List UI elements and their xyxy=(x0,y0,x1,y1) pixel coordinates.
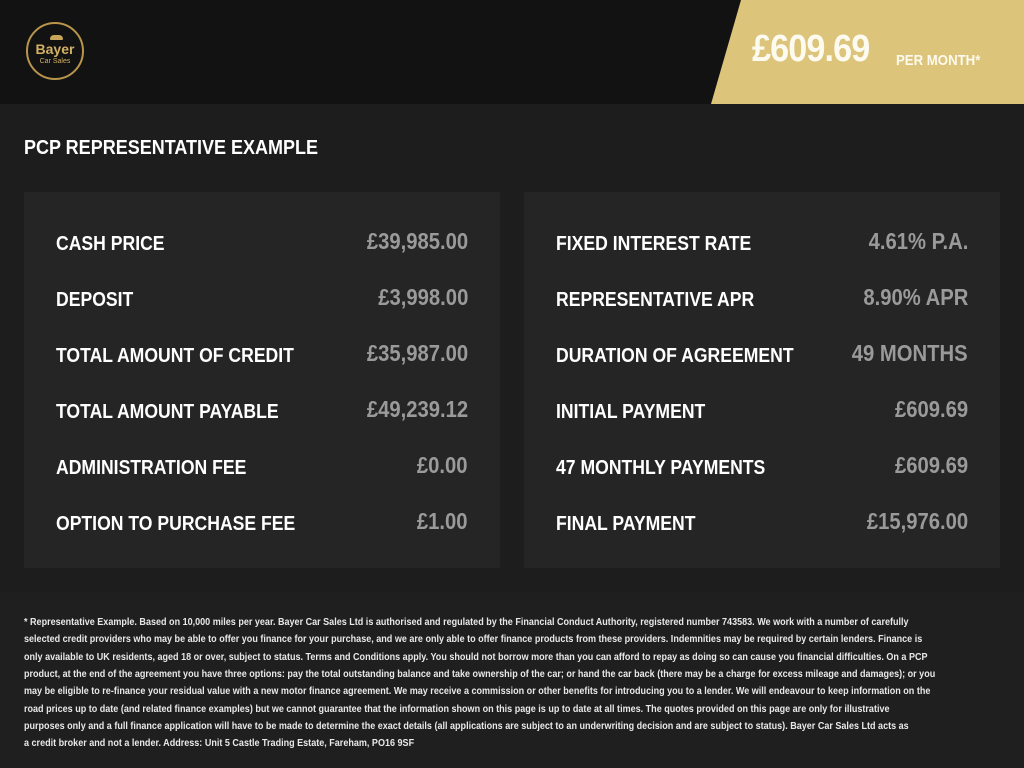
row-label: FIXED INTEREST RATE xyxy=(556,233,752,255)
finance-row: OPTION TO PURCHASE FEE £1.00 xyxy=(56,508,468,543)
finance-row: TOTAL AMOUNT PAYABLE £49,239.12 xyxy=(56,396,468,431)
finance-row: FINAL PAYMENT £15,976.00 xyxy=(556,508,968,543)
row-value: £0.00 xyxy=(417,452,468,478)
row-value: 49 MONTHS xyxy=(852,340,968,366)
finance-row: REPRESENTATIVE APR 8.90% APR xyxy=(556,284,968,319)
row-label: TOTAL AMOUNT PAYABLE xyxy=(56,401,279,423)
disclaimer-line: may be eligible to re-finance your resid… xyxy=(24,685,931,698)
disclaimer-line: road prices up to date (and related fina… xyxy=(24,702,890,715)
row-value: £609.69 xyxy=(894,452,968,478)
disclaimer-line: * Representative Example. Based on 10,00… xyxy=(24,616,909,628)
finance-row: DEPOSIT £3,998.00 xyxy=(56,284,468,319)
per-month-label: PER MONTH* xyxy=(896,52,981,69)
finance-row: 47 MONTHLY PAYMENTS £609.69 xyxy=(556,452,968,487)
car-icon xyxy=(50,35,63,40)
row-value: £15,976.00 xyxy=(866,508,968,534)
finance-panel-right: FIXED INTEREST RATE 4.61% P.A. REPRESENTAT… xyxy=(524,192,1000,568)
disclaimer: * Representative Example. Based on 10,00… xyxy=(0,592,1024,768)
row-label: CASH PRICE xyxy=(56,233,165,255)
row-label: DEPOSIT xyxy=(56,289,134,311)
disclaimer-line: selected credit providers who may be abl… xyxy=(24,633,923,646)
row-value: £35,987.00 xyxy=(366,340,468,366)
disclaimer-line: a credit broker and not a lender. Addres… xyxy=(24,737,415,750)
row-label: 47 MONTHLY PAYMENTS xyxy=(556,457,766,479)
row-label: ADMINISTRATION FEE xyxy=(56,457,247,479)
header: Bayer Car Sales £609.69 PER MONTH* xyxy=(0,0,1024,104)
finance-row: ADMINISTRATION FEE £0.00 xyxy=(56,452,468,487)
row-value: £1.00 xyxy=(417,508,468,534)
disclaimer-line: purposes only and a full finance applica… xyxy=(24,719,909,732)
row-label: TOTAL AMOUNT OF CREDIT xyxy=(56,345,294,367)
row-value: £39,985.00 xyxy=(366,228,468,254)
bayer-logo[interactable]: Bayer Car Sales xyxy=(26,22,84,80)
finance-row: INITIAL PAYMENT £609.69 xyxy=(556,396,968,431)
finance-row: CASH PRICE £39,985.00 xyxy=(56,228,468,263)
finance-row: DURATION OF AGREEMENT 49 MONTHS xyxy=(556,340,968,375)
price-banner xyxy=(711,0,1024,104)
page-title: PCP REPRESENTATIVE EXAMPLE xyxy=(24,137,319,159)
row-value: 4.61% P.A. xyxy=(868,228,968,254)
monthly-price: £609.69 xyxy=(752,28,870,70)
row-value: £3,998.00 xyxy=(377,284,468,310)
disclaimer-line: product, at the end of the agreement you… xyxy=(24,667,936,680)
disclaimer-line: only available to UK residents, aged 18 … xyxy=(24,650,928,663)
logo-text: Bayer xyxy=(35,41,75,57)
row-label: OPTION TO PURCHASE FEE xyxy=(56,513,296,535)
row-value: 8.90% APR xyxy=(863,284,968,310)
row-label: INITIAL PAYMENT xyxy=(556,401,706,423)
finance-row: FIXED INTEREST RATE 4.61% P.A. xyxy=(556,228,968,263)
finance-row: TOTAL AMOUNT OF CREDIT £35,987.00 xyxy=(56,340,468,375)
finance-panel-left: CASH PRICE £39,985.00 DEPOSIT £3,998.00 TOTA… xyxy=(24,192,500,568)
row-label: REPRESENTATIVE APR xyxy=(556,289,755,311)
row-label: FINAL PAYMENT xyxy=(556,513,696,535)
row-label: DURATION OF AGREEMENT xyxy=(556,345,794,367)
row-value: £609.69 xyxy=(894,396,968,422)
row-value: £49,239.12 xyxy=(366,396,468,422)
logo-subtext: Car Sales xyxy=(39,58,71,65)
